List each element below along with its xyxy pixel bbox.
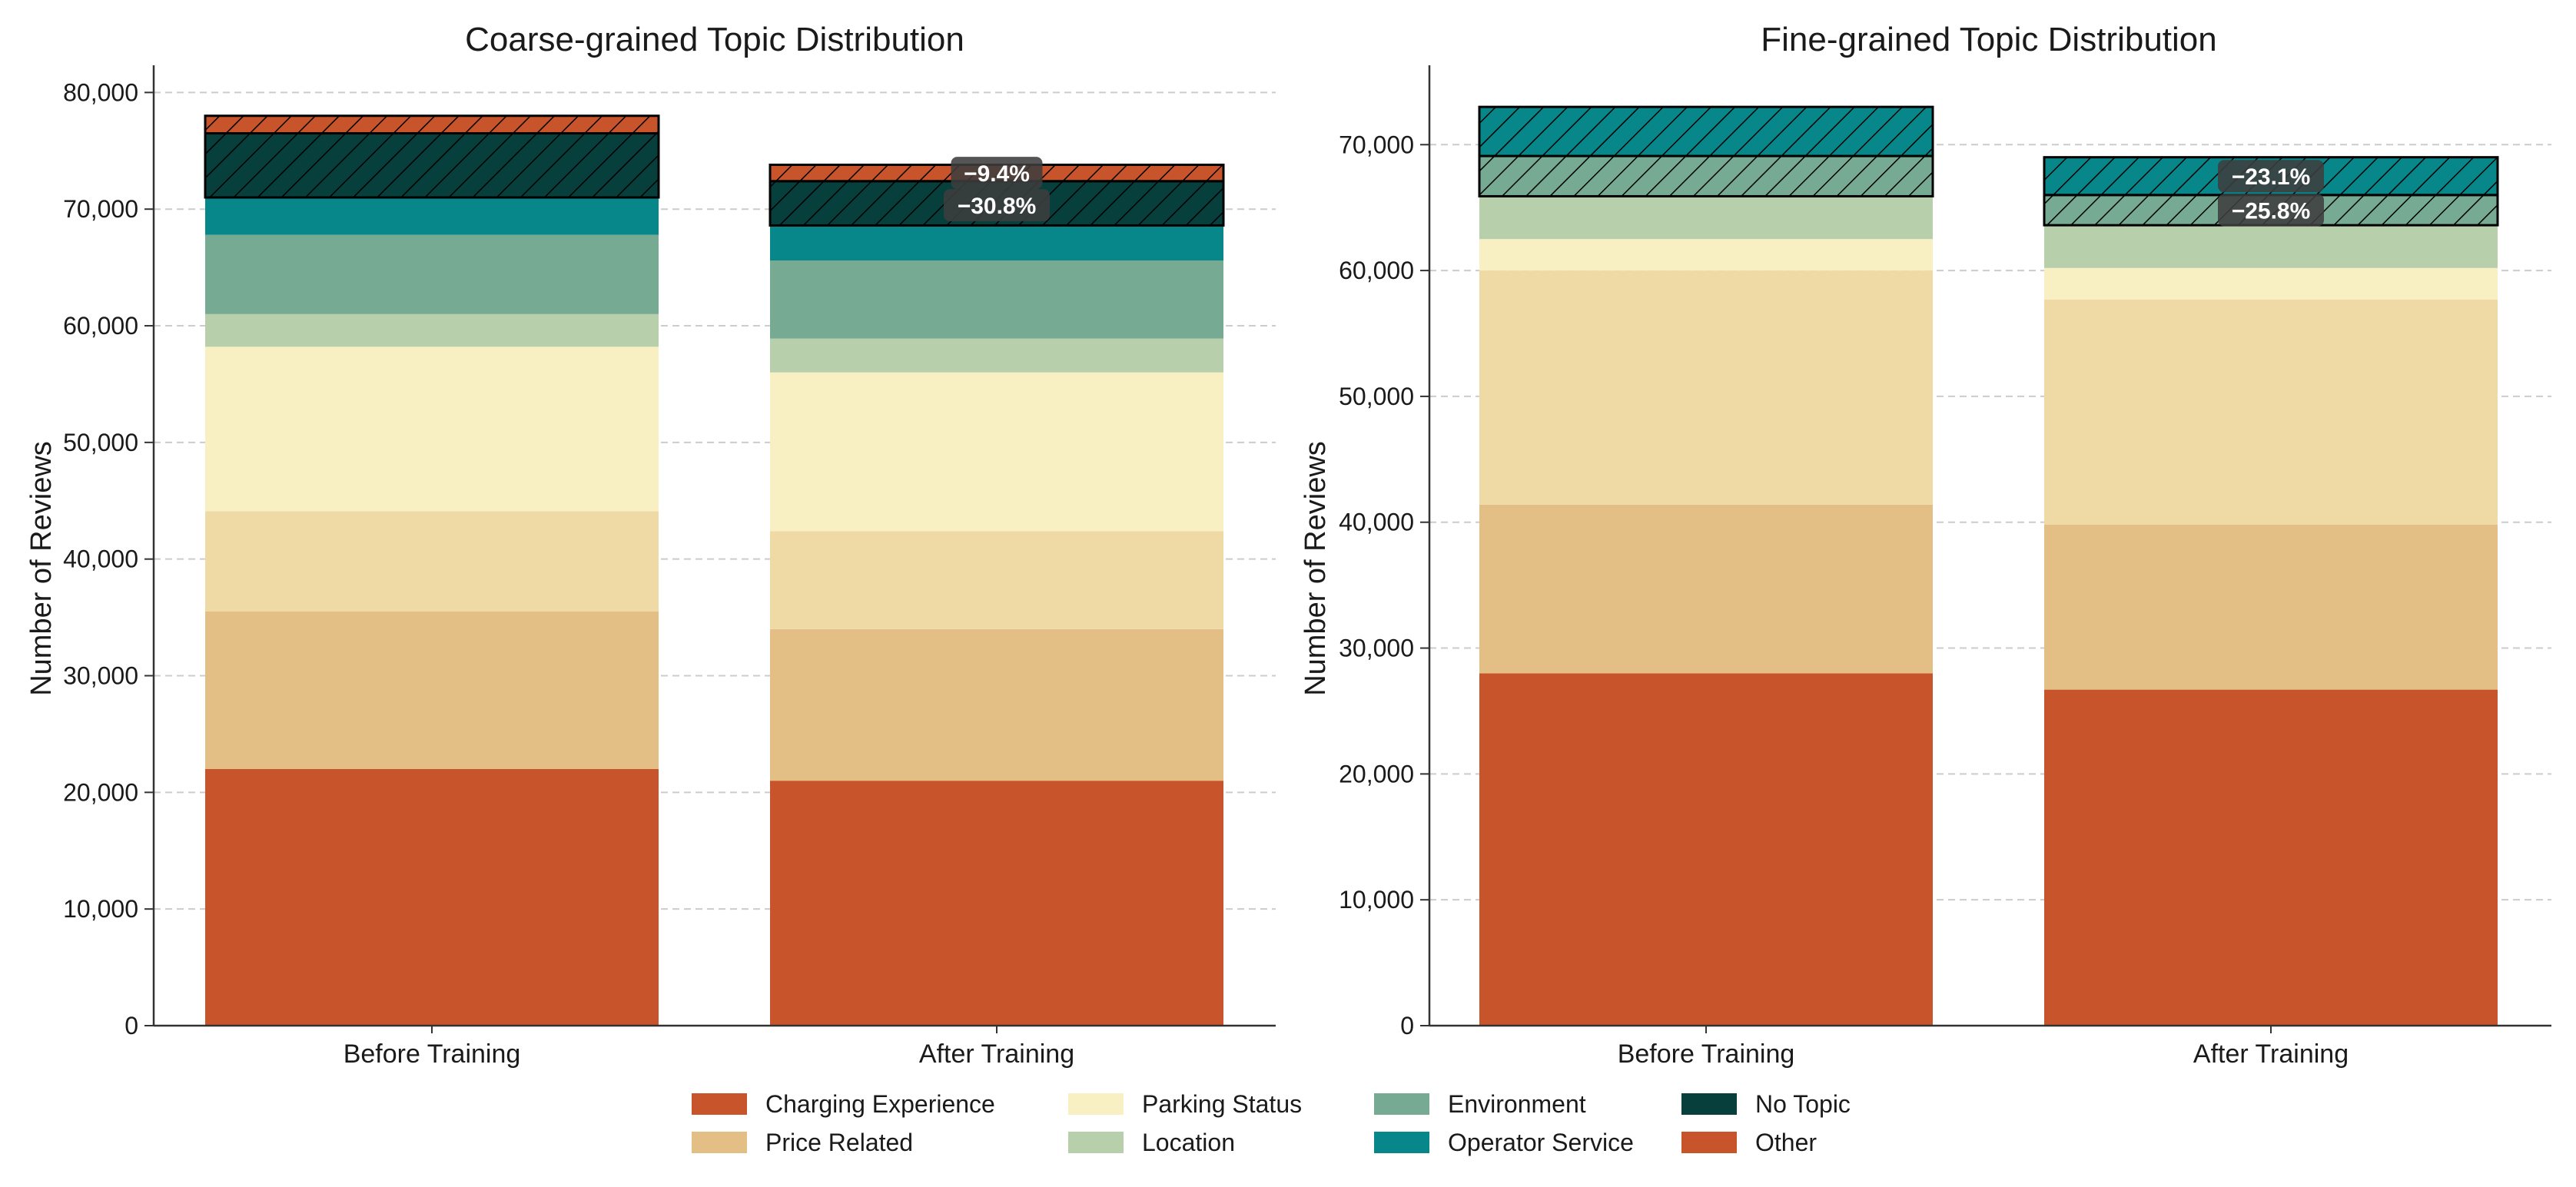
change-annotation: −23.1%	[2218, 160, 2324, 193]
bar-segment-parking-status	[205, 346, 659, 512]
bar-segment-parking-status	[2044, 267, 2498, 300]
bar-hatch-no-topic	[205, 133, 659, 198]
annotation-box	[2218, 160, 2324, 193]
bar-segment-price-related-light	[205, 511, 659, 612]
bar-segment-charging-experience	[2044, 689, 2498, 1026]
annotation-label: −23.1%	[2232, 164, 2311, 190]
change-annotation: −9.4%	[951, 157, 1043, 190]
bar-segment-location	[2044, 225, 2498, 268]
legend-swatch	[1068, 1093, 1124, 1115]
legend-item-charging-experience: Charging Experience	[692, 1090, 995, 1118]
y-tick-label: 10,000	[1339, 886, 1414, 913]
legend-swatch	[1681, 1132, 1737, 1153]
y-tick-label: 40,000	[63, 545, 138, 573]
y-tick-label: 20,000	[1339, 760, 1414, 787]
bar-segment-operator-service	[205, 197, 659, 235]
legend-swatch	[1374, 1093, 1429, 1115]
legend-label: No Topic	[1755, 1090, 1851, 1118]
y-tick-label: 0	[1400, 1012, 1414, 1039]
y-tick-label: 0	[124, 1012, 138, 1039]
legend-item-parking-status: Parking Status	[1068, 1090, 1302, 1118]
y-axis-label: Number of Reviews	[1300, 441, 1332, 696]
bar-hatch-operator-service	[1479, 107, 1933, 157]
legend: Charging Experience Parking Status Environ…	[692, 1090, 1851, 1156]
bar-segment-location	[205, 313, 659, 347]
y-tick-label: 50,000	[63, 429, 138, 456]
bar-segment-price-related	[770, 628, 1223, 781]
legend-swatch	[1068, 1132, 1124, 1153]
bar-hatch-environment	[1479, 156, 1933, 197]
bar-segment-price-related	[2044, 525, 2498, 690]
legend-swatch	[692, 1093, 747, 1115]
annotation-box	[944, 189, 1050, 222]
bar-segment-location	[770, 338, 1223, 373]
y-tick-label: 20,000	[63, 778, 138, 806]
y-tick-label: 30,000	[1339, 635, 1414, 662]
bar-hatch-other	[205, 115, 659, 134]
annotation-label: −9.4%	[964, 161, 1030, 187]
annotation-box	[2218, 194, 2324, 227]
annotation-label: −30.8%	[958, 194, 1037, 219]
coarse-chart: Coarse-grained Topic Distribution Number…	[25, 21, 1276, 1069]
legend-label: Environment	[1448, 1090, 1586, 1118]
bar-segment-price-related-light	[770, 531, 1223, 629]
legend-label: Charging Experience	[765, 1090, 995, 1118]
legend-swatch	[692, 1132, 747, 1153]
bar-segment-price-related	[1479, 504, 1933, 674]
x-tick-label: Before Training	[344, 1039, 521, 1069]
change-annotation: −25.8%	[2218, 194, 2324, 227]
bar-segment-charging-experience	[205, 768, 659, 1026]
bar-outline-other	[204, 114, 660, 135]
y-tick-label: 70,000	[1339, 131, 1414, 158]
change-annotation: −30.8%	[944, 189, 1050, 222]
x-tick-label: After Training	[2193, 1039, 2349, 1069]
bar-segment-environment	[205, 234, 659, 314]
fine-chart: Fine-grained Topic Distribution Number o…	[1300, 21, 2551, 1069]
legend-swatch	[1681, 1093, 1737, 1115]
legend-label: Operator Service	[1448, 1129, 1634, 1156]
legend-label: Other	[1755, 1129, 1817, 1156]
annotation-label: −25.8%	[2232, 198, 2311, 224]
bar-segment-price-related-light	[1479, 270, 1933, 505]
bar-segment-price-related-light	[2044, 299, 2498, 526]
x-tick-label: Before Training	[1618, 1039, 1795, 1069]
y-tick-label: 80,000	[63, 78, 138, 106]
legend-swatch	[1374, 1132, 1429, 1153]
bar-segment-parking-status	[1479, 239, 1933, 271]
y-tick-label: 70,000	[63, 195, 138, 223]
bar-outline-operator-service	[1478, 105, 1934, 157]
y-tick-label: 60,000	[63, 312, 138, 340]
bar-segment-location	[1479, 196, 1933, 240]
bar-segment-environment	[770, 260, 1223, 339]
annotation-box	[951, 157, 1043, 190]
legend-item-environment: Environment	[1374, 1090, 1586, 1118]
y-tick-label: 50,000	[1339, 383, 1414, 410]
y-tick-label: 10,000	[63, 895, 138, 923]
y-axis-label: Number of Reviews	[25, 441, 58, 696]
legend-item-other: Other	[1681, 1129, 1817, 1156]
legend-item-price-related: Price Related	[692, 1129, 913, 1156]
legend-label: Location	[1142, 1129, 1235, 1156]
legend-item-operator-service: Operator Service	[1374, 1129, 1634, 1156]
y-tick-label: 40,000	[1339, 509, 1414, 536]
y-tick-label: 60,000	[1339, 257, 1414, 284]
legend-label: Parking Status	[1142, 1090, 1302, 1118]
legend-item-no-topic: No Topic	[1681, 1090, 1851, 1118]
bar-segment-charging-experience	[1479, 673, 1933, 1026]
chart-title: Coarse-grained Topic Distribution	[465, 21, 964, 58]
y-tick-label: 30,000	[63, 662, 138, 690]
bar-segment-operator-service	[770, 225, 1223, 260]
bar-segment-parking-status	[770, 372, 1223, 532]
legend-label: Price Related	[765, 1129, 913, 1156]
bar-segment-price-related	[205, 612, 659, 769]
x-tick-label: After Training	[919, 1039, 1074, 1069]
bar-segment-charging-experience	[770, 781, 1223, 1026]
legend-item-location: Location	[1068, 1129, 1235, 1156]
chart-title: Fine-grained Topic Distribution	[1761, 21, 2216, 58]
